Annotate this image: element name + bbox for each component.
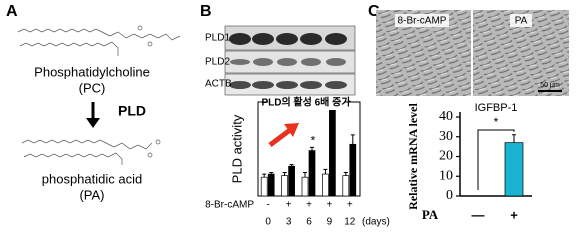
error-bar — [512, 134, 516, 143]
bar — [267, 173, 275, 197]
y-axis-label: Relative mRNA level — [406, 103, 420, 210]
substrate-abbr: (PC) — [79, 80, 106, 95]
y-axis-label: PLD activity — [229, 114, 244, 183]
x-tick-label: + — [510, 207, 518, 222]
bar — [329, 109, 336, 197]
product-abbr: (PA) — [79, 187, 104, 202]
blot-row-label: PLD1 — [205, 33, 230, 44]
bar — [308, 150, 316, 197]
bar — [281, 175, 288, 197]
bar — [504, 142, 524, 197]
highlight-arrowhead — [284, 123, 299, 137]
scale-bar-label: 50 μm — [540, 82, 560, 89]
y-tick-label: 40 — [439, 109, 453, 124]
y-tick-label: 20 — [439, 149, 453, 164]
product-name: phosphatidic acid — [42, 171, 142, 186]
reaction-arrowhead — [86, 118, 100, 128]
bar — [288, 165, 295, 197]
error-bar — [303, 172, 307, 178]
bar — [322, 173, 329, 197]
label-bg — [510, 14, 532, 27]
y-tick-label: 0 — [446, 188, 453, 203]
significance-label: * — [494, 115, 499, 129]
x-unit: (days) — [362, 217, 390, 228]
blot-row-label: ACTB — [205, 79, 232, 90]
label-bg — [395, 14, 449, 27]
annotation: PLD의 활성 6배 증가 — [261, 96, 351, 109]
enzyme: PLD — [118, 103, 146, 119]
bar — [260, 176, 268, 197]
significance-bracket — [477, 129, 515, 190]
treatment-label: 8-Br-cAMP — [205, 200, 254, 211]
bar — [301, 176, 309, 197]
panel-label: A — [6, 3, 18, 20]
x-tick-label: 3 — [286, 217, 292, 228]
x-tick-label: 9 — [327, 217, 333, 228]
error-bar — [323, 168, 328, 175]
bar — [349, 143, 357, 197]
highlight-arrow — [268, 128, 292, 147]
panel-label: B — [200, 3, 212, 20]
error-bar — [343, 172, 348, 176]
treatment-sign: + — [286, 200, 292, 211]
annotation-bg — [268, 96, 344, 110]
y-tick-label: 10 — [439, 168, 453, 183]
error-bar — [262, 173, 267, 178]
image-label: 8-Br-cAMP — [398, 16, 447, 27]
x-tick-label: 6 — [306, 217, 312, 228]
error-bar — [289, 164, 294, 167]
error-bar — [310, 146, 314, 151]
image-label: PA — [515, 16, 528, 27]
figure: A Phosphatidylcholine (PC) PLD phosphati… — [6, 3, 569, 228]
y-tick-label: 30 — [439, 129, 453, 144]
chart-title: IGFBP-1 — [475, 102, 518, 114]
error-bar — [282, 172, 287, 176]
x-tick-label: 12 — [344, 217, 356, 228]
x-axis-label: PA — [422, 207, 439, 222]
pc-structure — [17, 25, 181, 56]
substrate-name: Phosphatidylcholine — [34, 64, 150, 79]
pa-structure — [21, 139, 161, 165]
x-tick-label: — — [472, 207, 485, 222]
western-blot — [224, 25, 356, 96]
treatment-sign: - — [267, 200, 270, 211]
bar — [342, 175, 350, 197]
significance-label: * — [311, 134, 316, 148]
x-tick-label: 0 — [265, 217, 271, 228]
error-bar — [350, 134, 355, 145]
treatment-sign: + — [306, 200, 312, 211]
error-bar — [269, 172, 274, 175]
treatment-sign: + — [347, 200, 353, 211]
blot-row-label: PLD2 — [205, 57, 230, 68]
treatment-sign: + — [326, 200, 332, 211]
